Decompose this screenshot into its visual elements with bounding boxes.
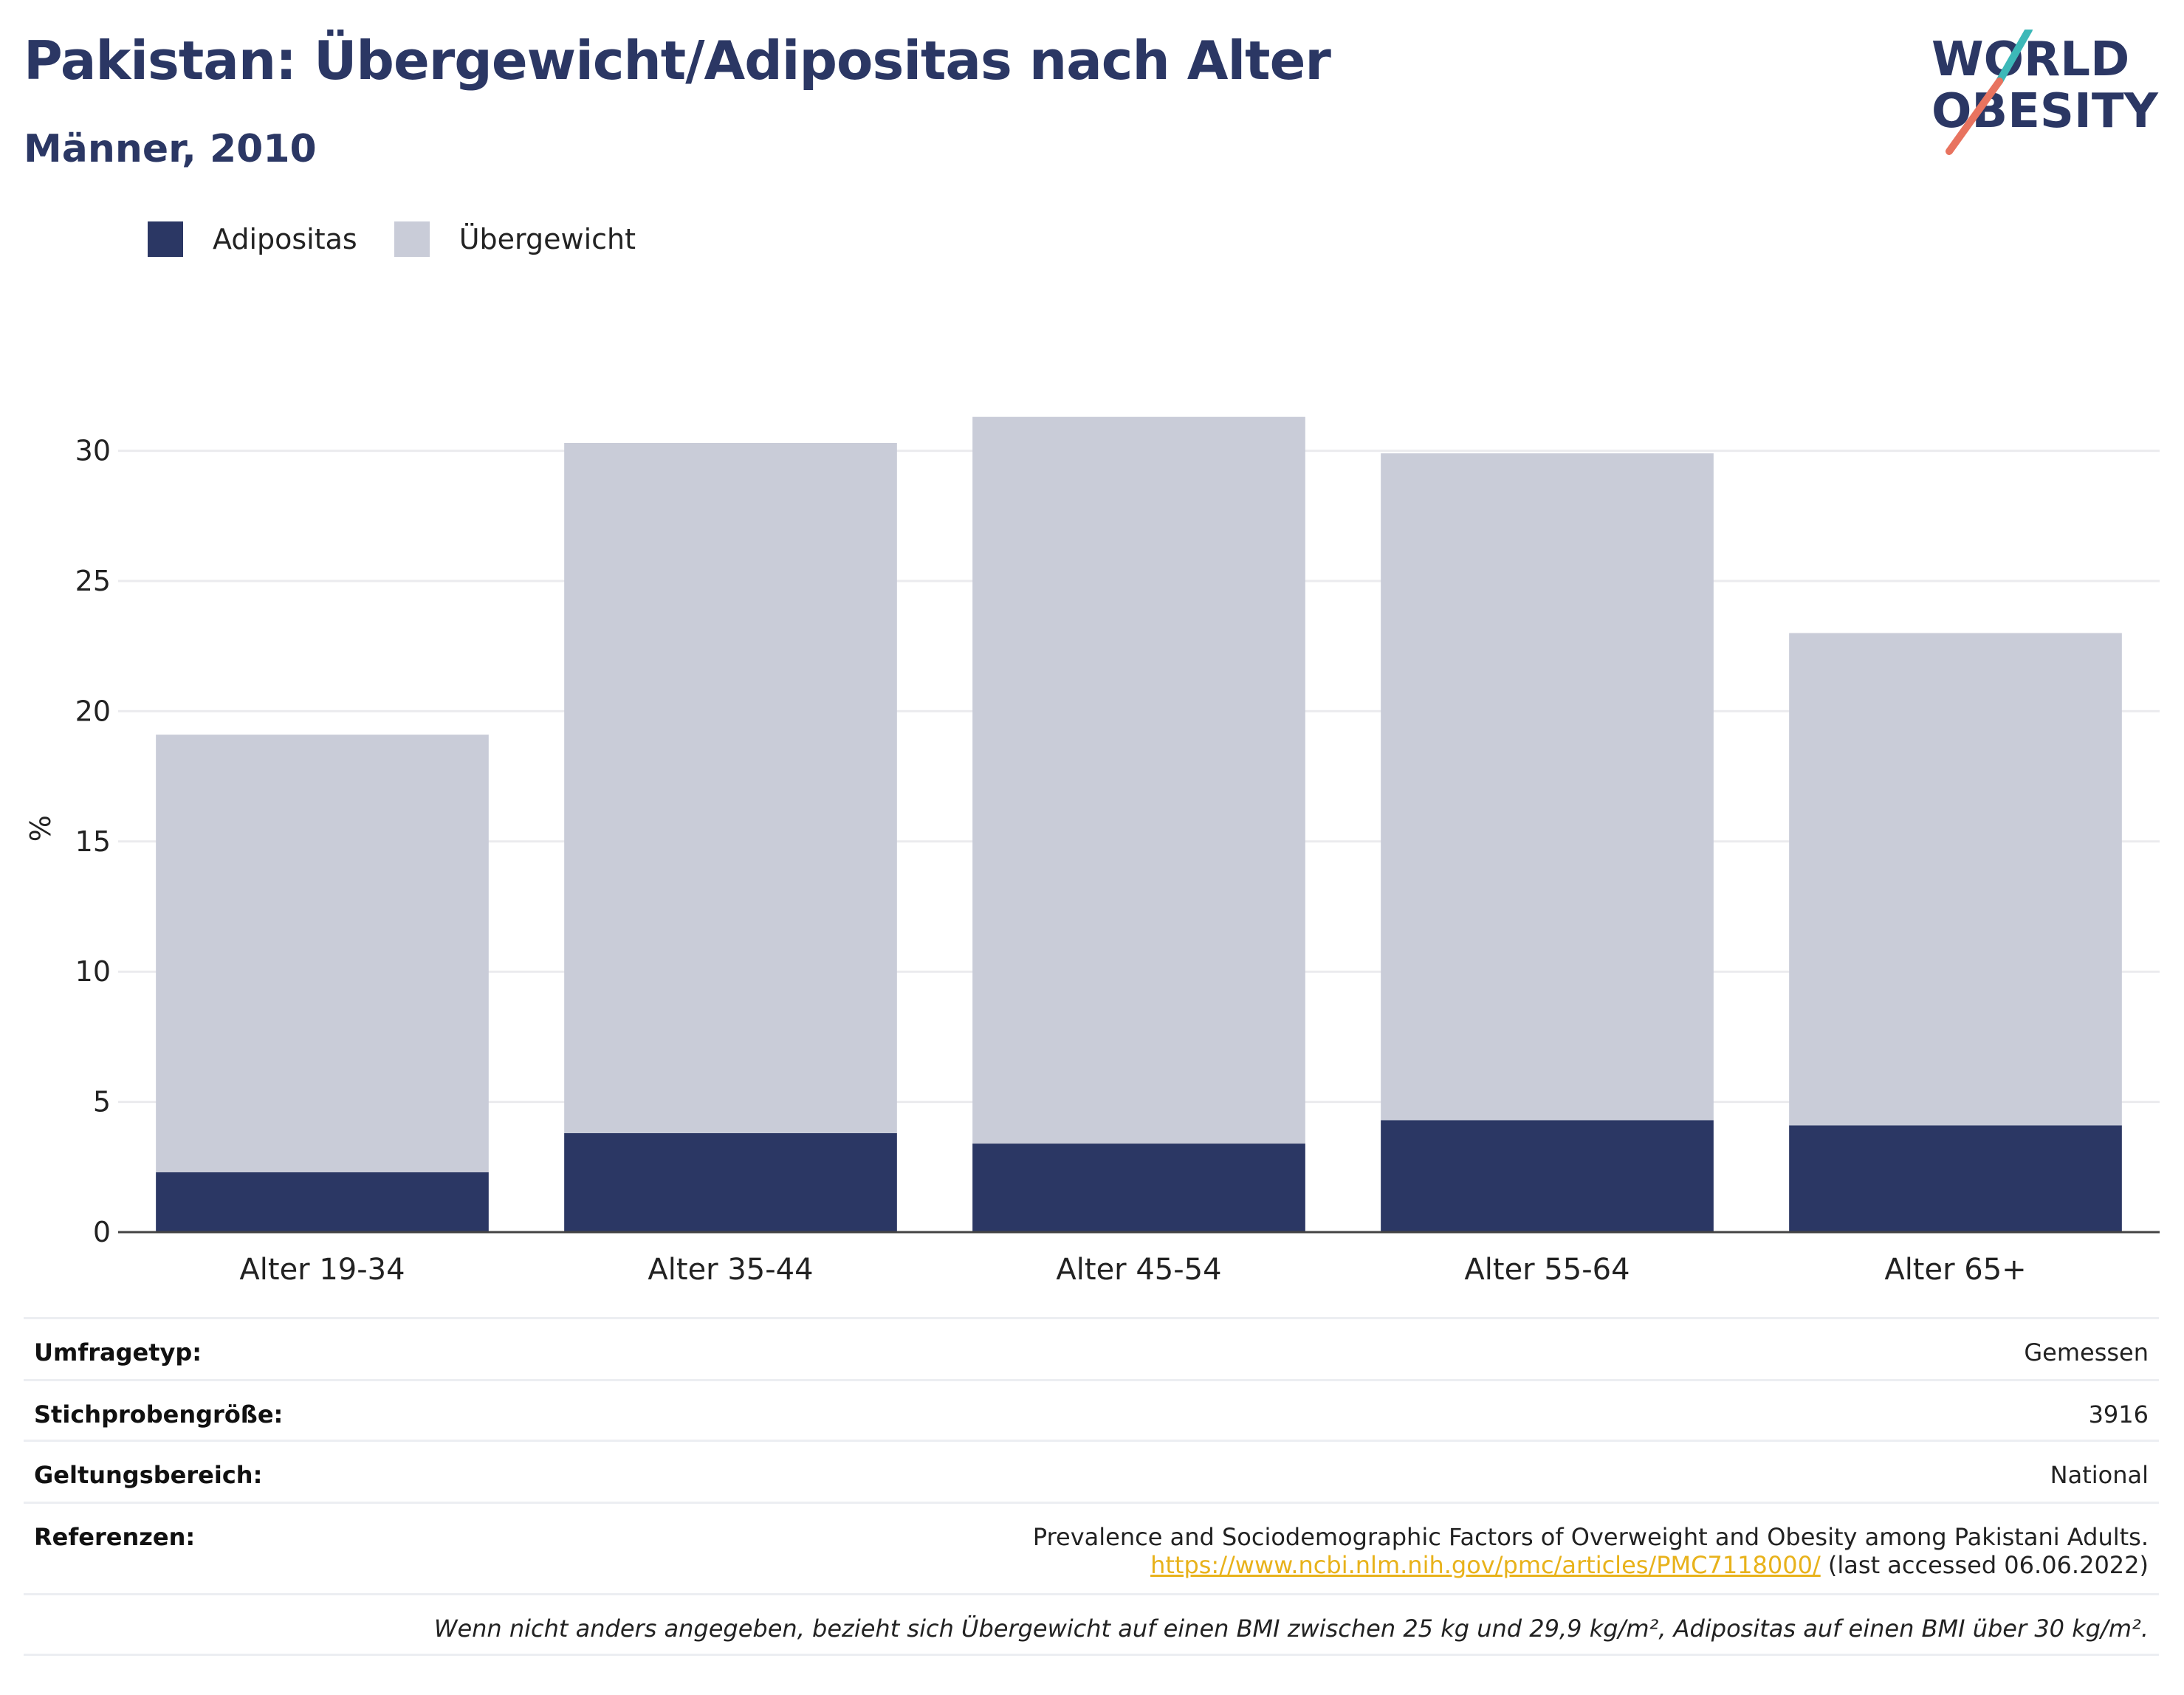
y-tick-label-20: 20 — [75, 695, 111, 727]
info-row-survey-type: Umfragetyp: Gemessen — [24, 1317, 2159, 1379]
bar-uebergewicht-5 — [1789, 633, 2122, 1126]
bar-chart: 0 5 10 15 20 25 30% Alter 19-34 Alter 35-44 Alter… — [24, 416, 2160, 1287]
bar-adipositas-2 — [564, 1132, 897, 1232]
info-row-footnote: Wenn nicht anders angegeben, bezieht sic… — [24, 1593, 2159, 1654]
footnote: Wenn nicht anders angegeben, bezieht sic… — [433, 1615, 2149, 1643]
logo-line2: OBESITY — [1931, 84, 2158, 139]
world-obesity-logo: WORLD OBESITY — [1931, 30, 2158, 155]
bar-uebergewicht-1 — [156, 735, 489, 1172]
x-tick-label-2: Alter 35-44 — [648, 1253, 813, 1287]
bar-uebergewicht-4 — [1381, 453, 1714, 1121]
references-label: Referenzen: — [34, 1523, 196, 1551]
legend-item-uebergewicht[interactable]: Übergewicht — [394, 221, 636, 257]
x-tick-label-4: Alter 55-64 — [1464, 1253, 1630, 1287]
chart-title: Pakistan: Übergewicht/Adipositas nach Al… — [24, 30, 1331, 92]
x-tick-label-3: Alter 45-54 — [1056, 1253, 1221, 1287]
y-tick-label-15: 15 — [75, 825, 111, 858]
sample-size-label: Stichprobengröße: — [34, 1400, 284, 1428]
legend-swatch-uebergewicht — [394, 221, 430, 257]
y-tick-label-10: 10 — [75, 955, 111, 988]
reference-link[interactable]: https://www.ncbi.nlm.nih.gov/pmc/article… — [1150, 1551, 1821, 1579]
bar-adipositas-5 — [1789, 1125, 2122, 1232]
y-tick-label-5: 5 — [93, 1086, 111, 1118]
legend-swatch-adipositas — [148, 221, 183, 257]
legend-label-adipositas: Adipositas — [213, 223, 357, 255]
bar-uebergewicht-2 — [564, 442, 897, 1133]
info-table: Umfragetyp: Gemessen Stichprobengröße: 3… — [24, 1317, 2159, 1656]
chart-legend: Adipositas Übergewicht — [148, 219, 673, 260]
bar-uebergewicht-3 — [972, 416, 1305, 1144]
legend-item-adipositas[interactable]: Adipositas — [148, 221, 357, 257]
bar-adipositas-3 — [972, 1144, 1305, 1232]
bar-adipositas-4 — [1381, 1120, 1714, 1232]
bar-adipositas-1 — [156, 1172, 489, 1232]
legend-label-uebergewicht: Übergewicht — [459, 223, 636, 255]
info-table-bottom-border — [24, 1654, 2159, 1656]
y-axis-label: % — [24, 815, 57, 842]
info-row-sample-size: Stichprobengröße: 3916 — [24, 1379, 2159, 1440]
y-tick-label-25: 25 — [75, 565, 111, 597]
info-row-references: Referenzen: Prevalence and Sociodemograp… — [24, 1502, 2159, 1593]
survey-type-value: Gemessen — [2024, 1338, 2149, 1366]
x-tick-label-1: Alter 19-34 — [239, 1253, 405, 1287]
scope-value: National — [2050, 1461, 2149, 1489]
reference-accessed: (last accessed 06.06.2022) — [1827, 1551, 2149, 1579]
scope-label: Geltungsbereich: — [34, 1461, 263, 1489]
x-tick-label-5: Alter 65+ — [1884, 1253, 2026, 1287]
y-tick-label-30: 30 — [75, 435, 111, 467]
chart-subtitle: Männer, 2010 — [24, 127, 317, 171]
y-tick-label-0: 0 — [93, 1216, 111, 1248]
reference-title: Prevalence and Sociodemographic Factors … — [1032, 1523, 2149, 1551]
sample-size-value: 3916 — [2088, 1400, 2149, 1428]
info-row-scope: Geltungsbereich: National — [24, 1440, 2159, 1502]
survey-type-label: Umfragetyp: — [34, 1338, 202, 1366]
logo-line1: WORLD — [1931, 32, 2129, 87]
references-value: Prevalence and Sociodemographic Factors … — [1033, 1523, 2149, 1579]
